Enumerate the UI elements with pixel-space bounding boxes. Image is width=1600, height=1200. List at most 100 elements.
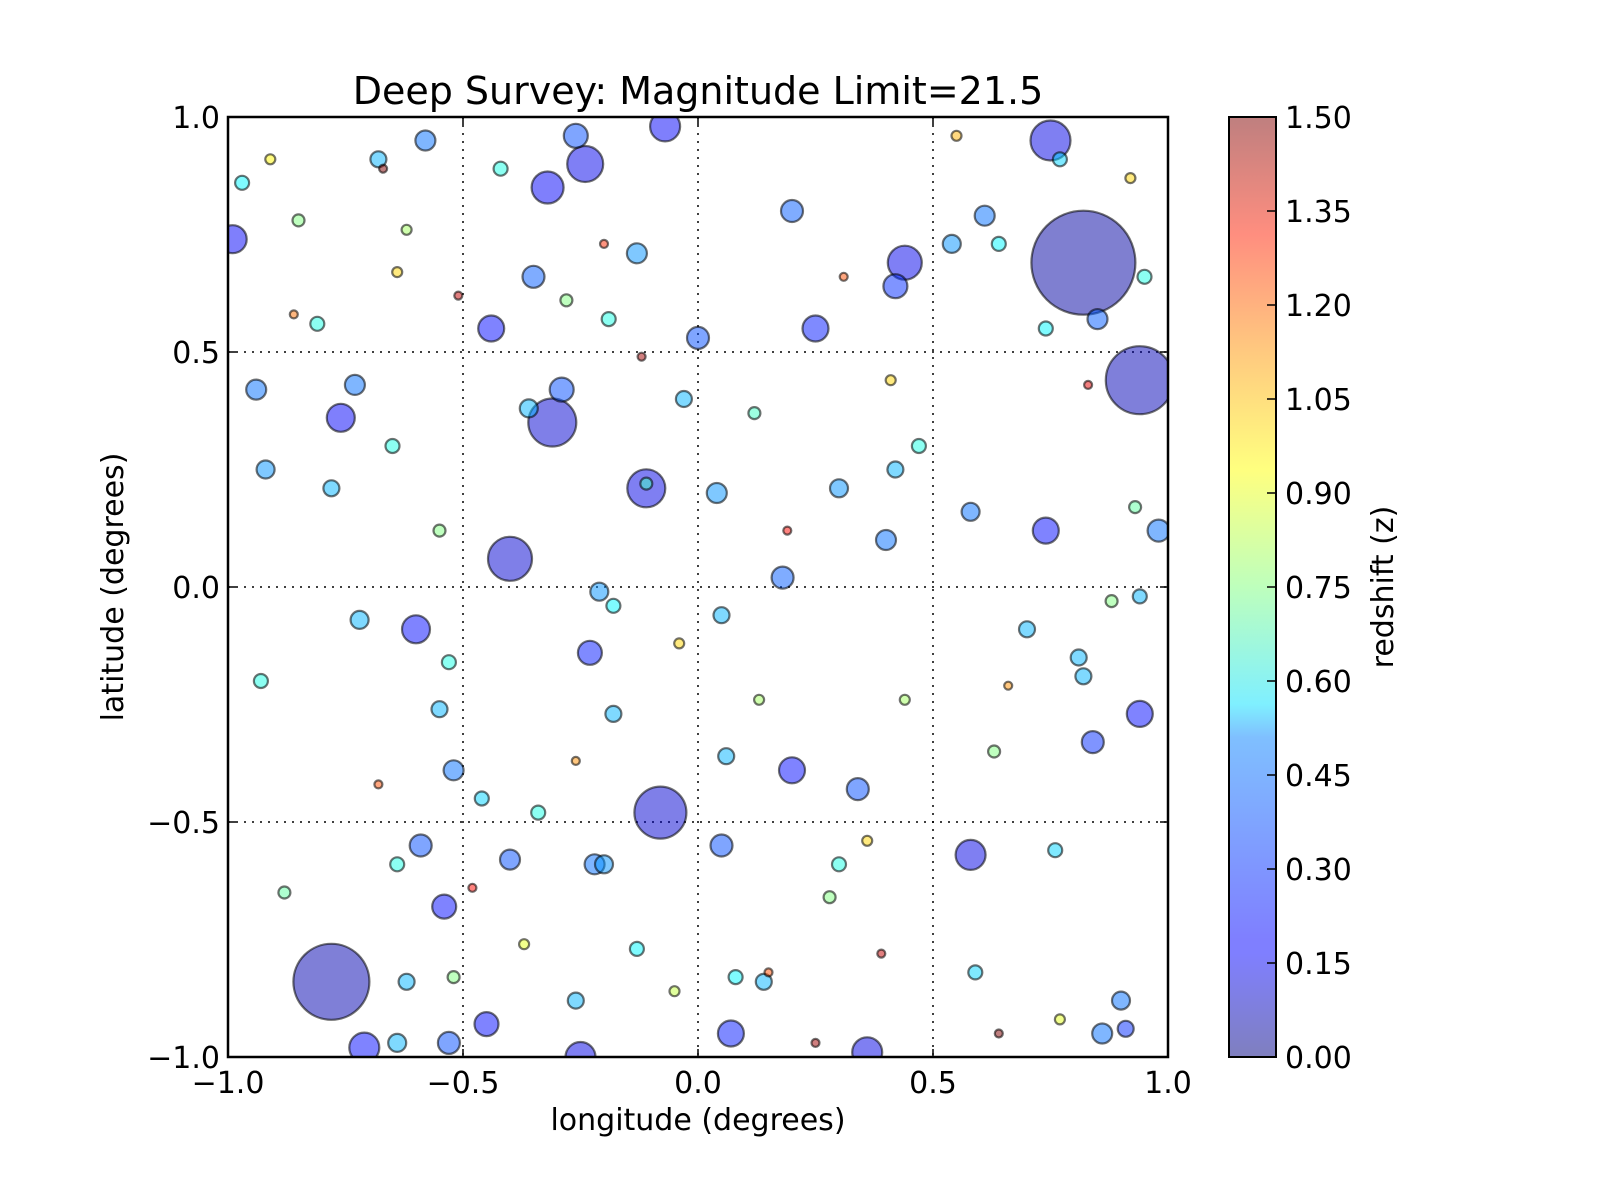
y-tick-label: −1.0 <box>147 1041 220 1076</box>
data-point <box>348 1031 381 1057</box>
data-point <box>477 314 506 343</box>
x-axis-ticks: −1.0 −0.5 0.0 0.5 1.0 <box>192 117 1192 1101</box>
colorbar-tick-label: 0.30 <box>1285 853 1352 888</box>
data-point <box>604 704 623 724</box>
colorbar-tick-label: 0.00 <box>1285 1041 1352 1076</box>
data-point <box>717 747 736 766</box>
data-point <box>861 834 874 847</box>
data-point <box>325 402 356 433</box>
data-point <box>1104 345 1168 416</box>
data-point <box>387 1032 408 1054</box>
data-point <box>492 160 509 177</box>
data-point <box>777 756 807 785</box>
data-point <box>830 856 848 873</box>
data-point <box>1082 379 1094 390</box>
x-tick-label: −0.5 <box>427 1066 500 1101</box>
data-point <box>1017 620 1037 639</box>
colorbar-tick-label: 0.60 <box>1285 665 1352 700</box>
data-point <box>349 609 370 631</box>
data-point <box>440 654 457 671</box>
data-point <box>1031 516 1060 545</box>
data-point <box>1127 500 1143 515</box>
data-point <box>986 744 1002 759</box>
colorbar-tick-label: 1.20 <box>1285 289 1352 324</box>
plot-area <box>228 117 1168 1057</box>
data-point <box>1030 209 1137 316</box>
data-point <box>845 776 870 802</box>
data-point <box>548 376 575 403</box>
data-point <box>716 1019 746 1048</box>
data-point <box>1080 729 1105 755</box>
data-point <box>874 528 898 552</box>
data-point <box>446 969 461 985</box>
y-tick-label: 0.5 <box>172 336 220 371</box>
data-point <box>400 614 432 645</box>
data-point <box>801 314 830 343</box>
data-point <box>576 639 604 666</box>
data-point <box>498 848 522 871</box>
data-point <box>712 606 731 625</box>
colorbar-tick-label: 1.05 <box>1285 383 1352 418</box>
data-point <box>378 163 389 174</box>
data-point <box>1131 588 1148 605</box>
data-point <box>1047 842 1064 859</box>
data-point <box>884 374 897 387</box>
data-point <box>391 266 404 279</box>
colorbar-ticks: 0.00 0.15 0.30 0.45 0.60 0.75 0.90 1.05 1.20 1.35… <box>1267 101 1352 1076</box>
data-point <box>473 790 490 807</box>
data-point <box>967 964 984 981</box>
data-point <box>810 1037 821 1049</box>
data-point <box>389 856 406 873</box>
colorbar-label: redshift (z) <box>1366 506 1401 669</box>
data-point <box>941 233 962 254</box>
data-point <box>252 672 269 690</box>
data-point <box>1069 648 1088 667</box>
data-point <box>432 523 447 538</box>
data-point <box>950 129 963 142</box>
x-tick-label: 0.0 <box>674 1066 722 1101</box>
colorbar-tick-label: 1.35 <box>1285 195 1352 230</box>
y-axis-label: latitude (degrees) <box>96 453 131 722</box>
data-point <box>709 833 734 858</box>
data-point <box>1124 172 1137 185</box>
data-point <box>408 833 433 858</box>
data-point <box>763 967 774 978</box>
data-point <box>876 948 887 959</box>
data-point <box>530 804 547 821</box>
x-tick-label: 0.5 <box>909 1066 957 1101</box>
data-point <box>373 779 384 790</box>
data-point <box>521 264 546 289</box>
data-point <box>747 406 762 421</box>
data-point <box>600 311 617 328</box>
data-point <box>1136 268 1153 285</box>
data-point <box>1104 593 1119 609</box>
data-point <box>245 378 268 401</box>
data-point <box>822 890 837 905</box>
colorbar-tick-label: 1.50 <box>1285 101 1352 136</box>
data-point <box>782 525 793 536</box>
data-point <box>1074 667 1093 686</box>
x-axis-label: longitude (degrees) <box>550 1103 845 1138</box>
data-point <box>851 1036 884 1057</box>
colorbar-tick-label: 0.45 <box>1285 759 1352 794</box>
data-point <box>954 838 987 872</box>
data-point <box>598 238 610 249</box>
data-point <box>530 170 565 205</box>
data-point <box>1091 1022 1114 1045</box>
data-point <box>322 479 341 498</box>
x-tick-label: −1.0 <box>192 1066 265 1101</box>
data-point <box>442 759 465 782</box>
data-point <box>400 223 413 236</box>
y-tick-label: −0.5 <box>147 806 220 841</box>
data-point <box>779 198 805 224</box>
data-point <box>593 854 615 875</box>
data-point <box>910 437 928 455</box>
y-tick-label: 0.0 <box>172 571 220 606</box>
data-point <box>566 991 585 1010</box>
data-point <box>264 153 277 166</box>
data-point <box>1029 119 1072 162</box>
data-point <box>705 481 728 505</box>
data-point <box>1053 1013 1067 1026</box>
data-point <box>993 1028 1004 1039</box>
